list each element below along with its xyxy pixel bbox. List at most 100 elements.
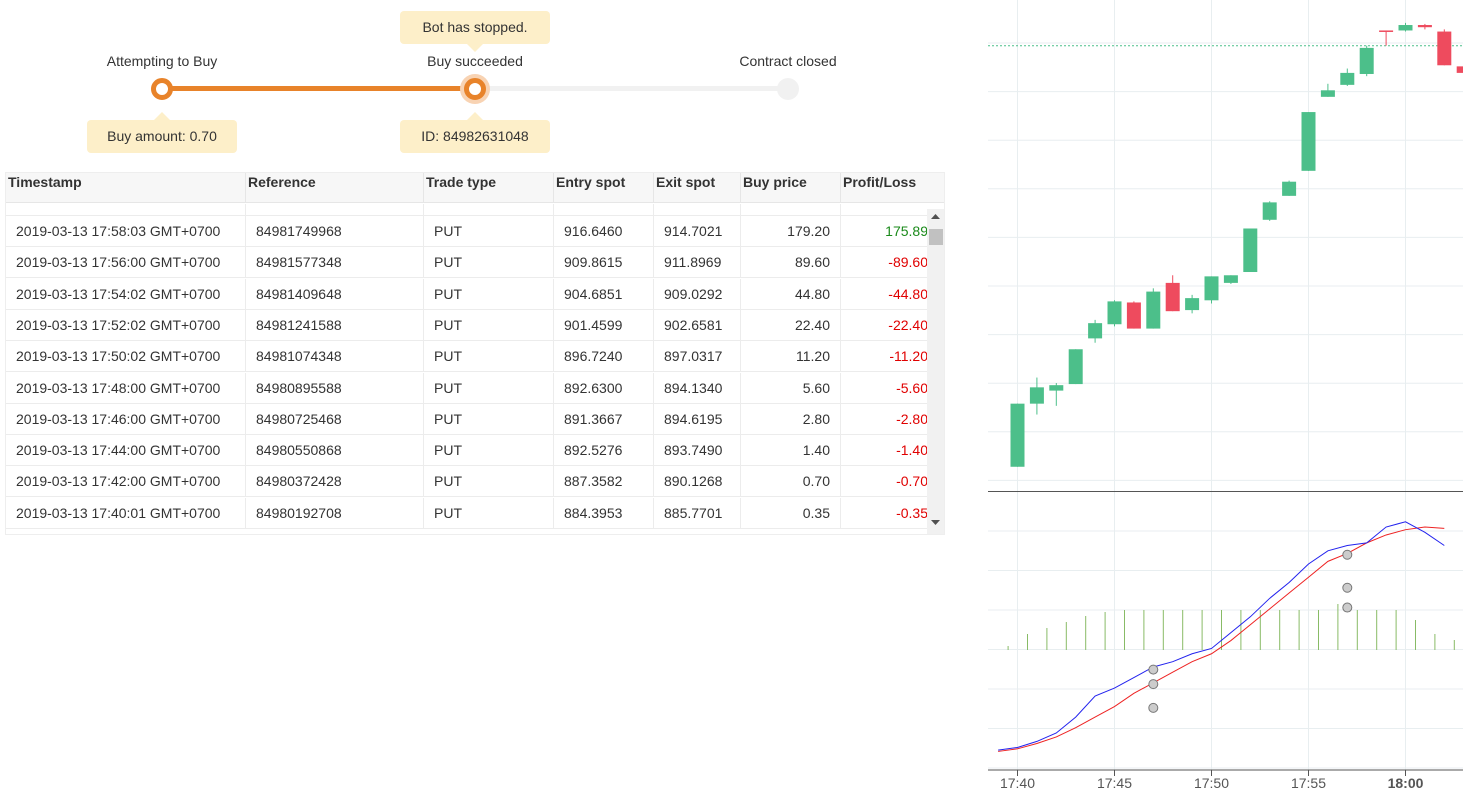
scroll-thumb[interactable] bbox=[929, 229, 943, 245]
cell-reference: 84981577348 bbox=[246, 247, 424, 279]
candle-up bbox=[1223, 275, 1238, 283]
cell-entry-spot: 916.6460 bbox=[554, 216, 654, 247]
trade-history-table: Timestamp Reference Trade type Entry spo… bbox=[5, 172, 945, 535]
spacer-cell bbox=[424, 204, 554, 216]
cell-timestamp: 2019-03-13 17:58:03 GMT+0700 bbox=[6, 216, 246, 247]
table-row[interactable]: 2019-03-13 17:50:02 GMT+0700 84981074348 P… bbox=[6, 341, 928, 373]
buy-amount-text: Buy amount: 0.70 bbox=[107, 128, 217, 144]
cell-buy-price: 0.70 bbox=[741, 466, 841, 498]
cell-profit-loss: -0.70 bbox=[896, 473, 928, 490]
cell-profit-loss: -2.80 bbox=[896, 410, 928, 427]
cell-trade-type: PUT bbox=[424, 403, 554, 435]
cell-timestamp: 2019-03-13 17:56:00 GMT+0700 bbox=[6, 247, 246, 279]
cell-entry-spot: 892.5276 bbox=[554, 435, 654, 467]
indicator-marker bbox=[1148, 679, 1159, 690]
cell-timestamp: 2019-03-13 17:44:00 GMT+0700 bbox=[6, 435, 246, 467]
cell-entry-spot: 904.6851 bbox=[554, 278, 654, 310]
step-node-attempting-buy bbox=[151, 78, 173, 100]
cell-trade-type: PUT bbox=[424, 497, 554, 529]
step-node-contract-closed bbox=[777, 78, 799, 100]
cell-reference: 84980895588 bbox=[246, 372, 424, 404]
table-row[interactable]: 2019-03-13 17:46:00 GMT+0700 84980725468 P… bbox=[6, 403, 928, 435]
cell-buy-price: 11.20 bbox=[741, 341, 841, 373]
candle-up bbox=[1320, 90, 1335, 97]
cell-entry-spot: 901.4599 bbox=[554, 309, 654, 341]
price-chart[interactable]: 17:40 17:45 17:50 17:55 18:00 bbox=[988, 0, 1463, 798]
cell-reference: 84980372428 bbox=[246, 466, 424, 498]
cell-exit-spot: 893.7490 bbox=[654, 435, 741, 467]
candle-up bbox=[1204, 276, 1219, 301]
spacer-cell bbox=[741, 204, 841, 216]
candle-up bbox=[1185, 298, 1200, 311]
candle-down bbox=[1417, 25, 1432, 28]
cell-trade-type: PUT bbox=[424, 278, 554, 310]
cell-buy-price: 0.35 bbox=[741, 497, 841, 529]
cell-buy-price: 1.40 bbox=[741, 435, 841, 467]
bot-status-text: Bot has stopped. bbox=[422, 19, 528, 35]
header-buy-price[interactable]: Buy price bbox=[741, 173, 841, 203]
scroll-down-icon[interactable] bbox=[931, 520, 940, 525]
table-row[interactable]: 2019-03-13 17:44:00 GMT+0700 84980550868 P… bbox=[6, 435, 928, 467]
table-row[interactable]: 2019-03-13 17:52:02 GMT+0700 84981241588 P… bbox=[6, 309, 928, 341]
table-row[interactable]: 2019-03-13 17:58:03 GMT+0700 84981749968 P… bbox=[6, 216, 928, 247]
cell-timestamp: 2019-03-13 17:42:00 GMT+0700 bbox=[6, 466, 246, 498]
cell-profit-loss: 175.89 bbox=[885, 223, 928, 239]
candle-up bbox=[1088, 323, 1103, 339]
candle-up bbox=[1068, 349, 1083, 385]
scroll-up-icon[interactable] bbox=[931, 214, 940, 219]
cell-exit-spot: 894.1340 bbox=[654, 372, 741, 404]
contract-progress: Bot has stopped. Attempting to Buy Buy s… bbox=[0, 0, 960, 165]
table-row[interactable]: 2019-03-13 17:56:00 GMT+0700 84981577348 P… bbox=[6, 247, 928, 279]
header-trade-type[interactable]: Trade type bbox=[424, 173, 554, 203]
indicator-marker bbox=[1342, 602, 1353, 613]
cell-trade-type: PUT bbox=[424, 435, 554, 467]
candle-down bbox=[1165, 282, 1180, 312]
cell-profit-loss: -89.60 bbox=[888, 254, 928, 271]
contract-id-text: ID: 84982631048 bbox=[421, 128, 529, 144]
cell-reference: 84980192708 bbox=[246, 497, 424, 529]
header-entry-spot[interactable]: Entry spot bbox=[554, 173, 654, 203]
candle-down bbox=[1379, 30, 1394, 32]
header-timestamp[interactable]: Timestamp bbox=[6, 173, 246, 203]
table-header: Timestamp Reference Trade type Entry spo… bbox=[6, 173, 944, 203]
fast-ma-line bbox=[998, 521, 1445, 751]
buy-amount-tooltip: Buy amount: 0.70 bbox=[87, 112, 237, 153]
cell-entry-spot: 891.3667 bbox=[554, 403, 654, 435]
candle-up bbox=[1146, 291, 1161, 329]
cell-trade-type: PUT bbox=[424, 247, 554, 279]
header-profit-loss[interactable]: Profit/Loss bbox=[843, 174, 917, 190]
cell-exit-spot: 914.7021 bbox=[654, 216, 741, 247]
step-label-attempting-buy: Attempting to Buy bbox=[106, 53, 218, 69]
cell-buy-price: 44.80 bbox=[741, 278, 841, 310]
candle-up bbox=[1301, 112, 1316, 171]
x-axis-tick-label: 17:55 bbox=[1291, 775, 1326, 791]
cell-exit-spot: 911.8969 bbox=[654, 247, 741, 279]
header-exit-spot[interactable]: Exit spot bbox=[654, 173, 741, 203]
cell-reference: 84981074348 bbox=[246, 341, 424, 373]
cell-reference: 84981241588 bbox=[246, 309, 424, 341]
header-reference[interactable]: Reference bbox=[246, 173, 424, 203]
cell-entry-spot: 884.3953 bbox=[554, 497, 654, 529]
table-row[interactable]: 2019-03-13 17:40:01 GMT+0700 84980192708 P… bbox=[6, 497, 928, 529]
indicator-marker bbox=[1148, 664, 1159, 675]
table-row[interactable]: 2019-03-13 17:54:02 GMT+0700 84981409648 P… bbox=[6, 278, 928, 310]
cell-exit-spot: 909.0292 bbox=[654, 278, 741, 310]
progress-track-pending bbox=[475, 86, 788, 91]
table-spacer-row bbox=[6, 204, 928, 216]
table-scrollbar[interactable] bbox=[927, 209, 944, 534]
spacer-cell bbox=[246, 204, 424, 216]
cell-profit-loss: -44.80 bbox=[888, 285, 928, 302]
cell-buy-price: 2.80 bbox=[741, 403, 841, 435]
cell-trade-type: PUT bbox=[424, 372, 554, 404]
candle-up bbox=[1243, 228, 1258, 273]
spacer-cell bbox=[841, 204, 928, 216]
cell-profit-loss: -22.40 bbox=[888, 316, 928, 333]
candle-up bbox=[1398, 25, 1413, 31]
cell-timestamp: 2019-03-13 17:50:02 GMT+0700 bbox=[6, 341, 246, 373]
candle-up bbox=[1282, 181, 1297, 196]
cell-reference: 84980725468 bbox=[246, 403, 424, 435]
table-row[interactable]: 2019-03-13 17:48:00 GMT+0700 84980895588 P… bbox=[6, 372, 928, 404]
cell-reference: 84981409648 bbox=[246, 278, 424, 310]
table-row[interactable]: 2019-03-13 17:42:00 GMT+0700 84980372428 P… bbox=[6, 466, 928, 498]
candle-up bbox=[1029, 387, 1044, 404]
